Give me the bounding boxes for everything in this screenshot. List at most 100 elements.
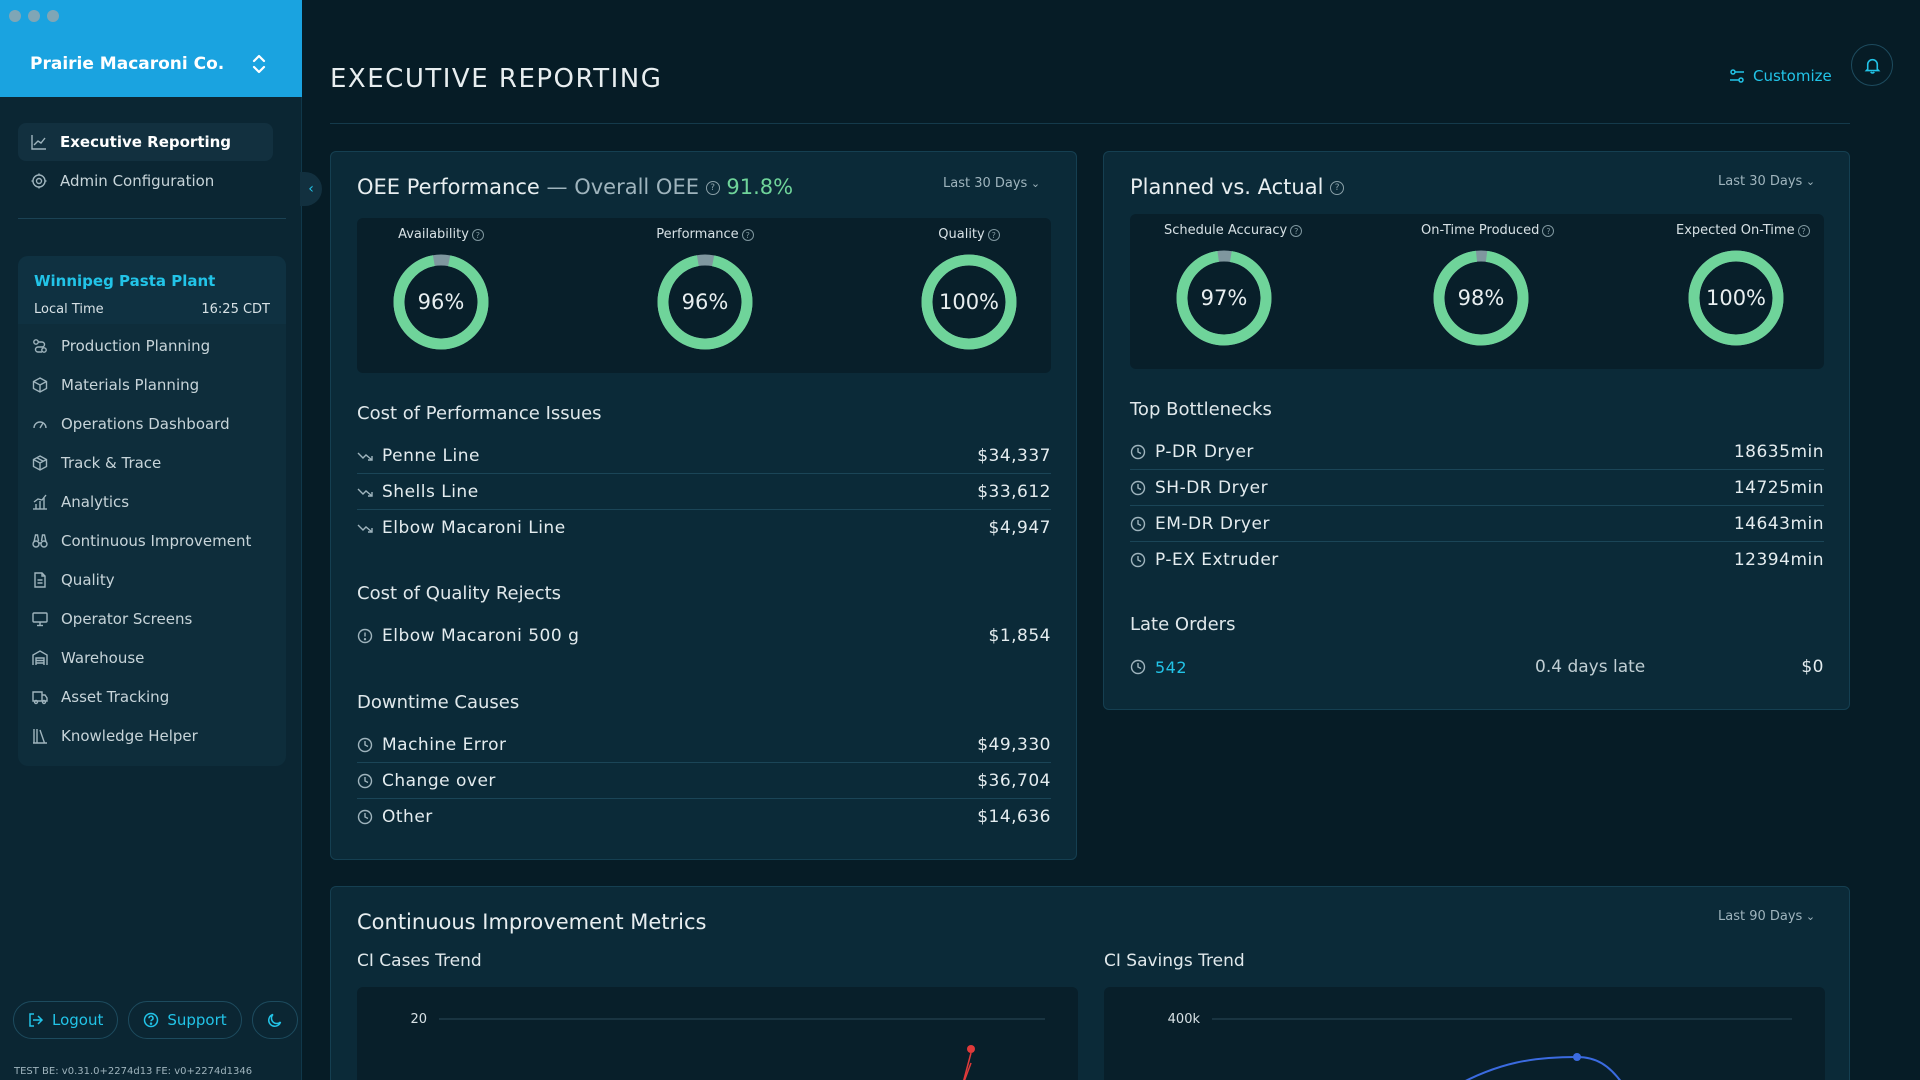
collapse-sidebar-button[interactable]: ‹ xyxy=(300,172,322,206)
list-item[interactable]: Change over $36,704 xyxy=(357,763,1051,799)
ci-cases-point[interactable] xyxy=(967,1045,975,1053)
list-item[interactable]: Shells Line $33,612 xyxy=(357,474,1051,510)
gauge-value: 97% xyxy=(1201,286,1248,310)
bottlenecks-title: Top Bottlenecks xyxy=(1130,399,1272,420)
package-icon xyxy=(31,454,49,472)
performance-donut: 96% xyxy=(657,254,753,350)
schedule-accuracy-gauge: Schedule Accuracy? 97% xyxy=(1164,223,1303,350)
item-value: $1,854 xyxy=(988,626,1051,646)
sidebar-item-warehouse[interactable]: Warehouse xyxy=(18,638,286,677)
item-value: 18635min xyxy=(1733,441,1824,462)
sidebar-item-label: Quality xyxy=(61,570,115,589)
plant-name[interactable]: Winnipeg Pasta Plant xyxy=(34,272,216,290)
sidebar-item-production-planning[interactable]: Production Planning xyxy=(18,326,286,365)
trending-down-icon xyxy=(357,484,373,500)
help-icon[interactable]: ? xyxy=(1330,181,1345,195)
sidebar-item-knowledge-helper[interactable]: Knowledge Helper xyxy=(18,716,286,755)
gear-icon xyxy=(30,172,48,190)
list-item[interactable]: SH-DR Dryer 14725min xyxy=(1130,470,1824,506)
list-item[interactable]: Other $14,636 xyxy=(357,799,1051,835)
ci-savings-chart: 400k xyxy=(1104,987,1825,1080)
sidebar-item-track-trace[interactable]: Track & Trace xyxy=(18,443,286,482)
maximize-window-button[interactable] xyxy=(47,10,59,22)
plant-nav: Production Planning Materials Planning O… xyxy=(18,324,286,755)
sidebar-item-materials-planning[interactable]: Materials Planning xyxy=(18,365,286,404)
sidebar: Prairie Macaroni Co. Executive Reporting… xyxy=(0,0,302,1080)
item-value: $49,330 xyxy=(977,734,1051,755)
list-item[interactable]: Machine Error $49,330 xyxy=(357,727,1051,763)
sidebar-item-operator-screens[interactable]: Operator Screens xyxy=(18,599,286,638)
gauge-fill xyxy=(1433,250,1529,346)
gauge-label-text: Schedule Accuracy xyxy=(1164,223,1288,238)
sidebar-item-analytics[interactable]: Analytics xyxy=(18,482,286,521)
list-item[interactable]: P-DR Dryer 18635min xyxy=(1130,434,1824,470)
binoculars-icon xyxy=(31,532,49,550)
support-button[interactable]: Support xyxy=(128,1001,242,1039)
list-item[interactable]: Elbow Macaroni 500 g $1,854 xyxy=(357,618,1051,654)
planned-card-title: Planned vs. Actual ? xyxy=(1130,175,1345,199)
sidebar-item-operations-dashboard[interactable]: Operations Dashboard xyxy=(18,404,286,443)
clock-icon xyxy=(1130,659,1146,675)
customize-button[interactable]: Customize xyxy=(1729,67,1832,85)
help-icon[interactable]: ? xyxy=(705,181,720,195)
gauge-value: 96% xyxy=(418,290,465,314)
local-time-label: Local Time xyxy=(34,302,104,317)
trending-down-icon xyxy=(357,448,373,464)
logout-button[interactable]: Logout xyxy=(13,1001,119,1039)
ci-cases-plot: 20 xyxy=(410,1012,1045,1080)
clock-icon xyxy=(1130,516,1146,532)
item-value: 12394min xyxy=(1733,550,1824,570)
sidebar-item-executive-reporting[interactable]: Executive Reporting xyxy=(18,123,273,161)
performance-gauge: Performance? 96% xyxy=(645,227,765,354)
minimize-window-button[interactable] xyxy=(28,10,40,22)
sidebar-item-label: Track & Trace xyxy=(61,453,162,472)
org-switcher[interactable]: Prairie Macaroni Co. xyxy=(0,0,302,97)
list-item[interactable]: EM-DR Dryer 14643min xyxy=(1130,506,1824,542)
availability-donut: 96% xyxy=(393,254,489,350)
late-order-link[interactable]: 542 xyxy=(1155,657,1188,677)
help-icon[interactable]: ? xyxy=(1797,224,1810,237)
primary-nav: Executive Reporting Admin Configuration xyxy=(18,123,273,201)
help-icon[interactable]: ? xyxy=(1542,224,1555,237)
help-icon[interactable]: ? xyxy=(741,228,754,241)
help-icon[interactable]: ? xyxy=(987,228,1000,241)
truck-icon xyxy=(31,688,49,706)
item-value: 14643min xyxy=(1733,513,1824,534)
help-icon[interactable]: ? xyxy=(471,228,484,241)
item-value: $36,704 xyxy=(977,770,1051,791)
sidebar-item-admin-configuration[interactable]: Admin Configuration xyxy=(18,162,273,200)
late-order-value: $0 xyxy=(1801,657,1824,677)
box-icon xyxy=(31,376,49,394)
planned-title: Planned vs. Actual xyxy=(1130,175,1324,199)
sidebar-item-asset-tracking[interactable]: Asset Tracking xyxy=(18,677,286,716)
item-value: $14,636 xyxy=(977,807,1051,827)
oee-range-select[interactable]: Last 30 Days xyxy=(943,176,1040,191)
list-item[interactable]: Elbow Macaroni Line $4,947 xyxy=(357,510,1051,546)
ci-cases-chart: 20 xyxy=(357,987,1078,1080)
close-window-button[interactable] xyxy=(9,10,21,22)
ci-range-select[interactable]: Last 90 Days xyxy=(1718,909,1815,924)
list-item[interactable]: Penne Line $34,337 xyxy=(357,438,1051,474)
overall-oee-label: Overall OEE xyxy=(574,175,699,199)
clock-icon xyxy=(1130,552,1146,568)
list-item[interactable]: P-EX Extruder 12394min xyxy=(1130,542,1824,578)
late-order-row[interactable]: 542 0.4 days late $0 xyxy=(1130,649,1824,685)
planned-range-select[interactable]: Last 30 Days xyxy=(1718,174,1815,189)
theme-toggle-button[interactable] xyxy=(251,1001,298,1039)
sidebar-item-quality[interactable]: Quality xyxy=(18,560,286,599)
clock-icon xyxy=(357,737,373,753)
item-name: Shells Line xyxy=(382,481,479,502)
notifications-button[interactable] xyxy=(1851,44,1893,86)
gauge-label-text: Availability xyxy=(398,227,469,242)
customize-label: Customize xyxy=(1753,67,1832,85)
bar-chart-icon xyxy=(31,493,49,511)
ci-savings-point[interactable] xyxy=(1573,1053,1581,1061)
item-value: $33,612 xyxy=(977,481,1051,502)
help-circle-icon xyxy=(144,1012,159,1028)
alert-circle-icon xyxy=(357,628,373,644)
late-order-days: 0.4 days late xyxy=(1535,657,1646,677)
quality-rejects-title: Cost of Quality Rejects xyxy=(357,583,562,604)
sidebar-item-continuous-improvement[interactable]: Continuous Improvement xyxy=(18,521,286,560)
help-icon[interactable]: ? xyxy=(1290,224,1303,237)
monitor-icon xyxy=(31,610,49,628)
